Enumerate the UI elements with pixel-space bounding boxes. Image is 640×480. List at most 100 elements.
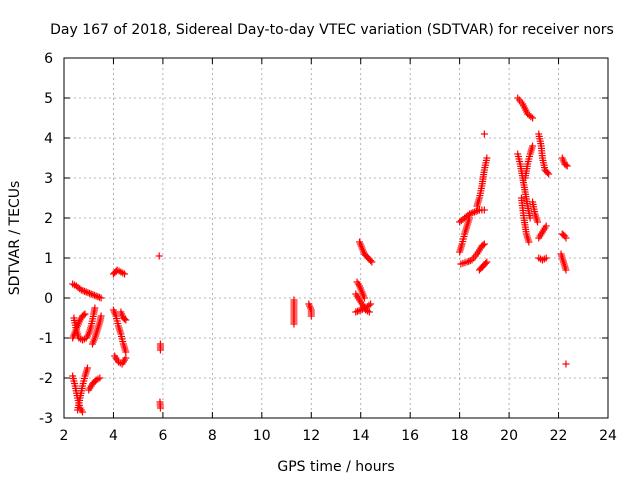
data-point — [83, 364, 91, 372]
data-points — [69, 94, 571, 416]
data-point — [360, 294, 368, 302]
data-point — [562, 161, 570, 169]
data-point — [121, 270, 129, 278]
data-point — [526, 214, 534, 222]
data-point — [307, 312, 315, 320]
data-point — [367, 257, 375, 265]
data-point — [84, 289, 92, 297]
plot-frame — [63, 57, 609, 419]
y-tick-label: 3 — [44, 171, 53, 187]
data-point — [463, 258, 471, 266]
x-tick-label: 22 — [550, 428, 568, 444]
y-tick-label: 0 — [44, 291, 53, 307]
data-point — [81, 287, 89, 295]
x-tick-label: 2 — [60, 428, 69, 444]
data-point — [483, 154, 491, 162]
x-tick-label: 16 — [401, 428, 419, 444]
x-tick-label: 12 — [302, 428, 320, 444]
data-point — [79, 287, 87, 295]
data-point — [156, 404, 164, 412]
data-point — [529, 114, 537, 122]
data-point — [545, 170, 553, 178]
y-tick-label: 2 — [44, 211, 53, 227]
data-point — [95, 293, 103, 301]
data-point — [367, 300, 375, 308]
x-tick-label: 4 — [109, 428, 118, 444]
data-point — [368, 258, 376, 266]
data-point — [527, 113, 535, 121]
data-point — [465, 257, 473, 265]
data-point — [86, 289, 94, 297]
x-tick-label: 18 — [451, 428, 469, 444]
data-point — [563, 162, 571, 170]
data-point — [467, 209, 475, 217]
data-point — [352, 308, 360, 316]
data-point — [290, 320, 298, 328]
data-point — [91, 304, 99, 312]
data-point — [469, 209, 477, 217]
data-point — [542, 254, 550, 262]
data-point — [479, 241, 487, 249]
data-point — [525, 238, 533, 246]
data-point — [365, 301, 373, 309]
y-tick-label: 1 — [44, 251, 53, 267]
data-point — [483, 258, 491, 266]
data-point — [80, 311, 88, 319]
data-point — [562, 234, 570, 242]
data-point — [529, 142, 537, 150]
data-point — [470, 208, 478, 216]
data-point — [472, 207, 480, 215]
data-point — [543, 169, 551, 177]
data-point — [365, 308, 373, 316]
x-tick-label: 6 — [158, 428, 167, 444]
data-point — [77, 286, 85, 294]
y-tick-label: 4 — [44, 131, 53, 147]
y-tick-label: 6 — [44, 51, 53, 67]
y-axis-label: SDTVAR / TECUs — [7, 181, 23, 296]
y-tick-label: -1 — [39, 331, 53, 347]
data-point — [79, 408, 87, 416]
y-tick-label: -2 — [39, 371, 53, 387]
data-point — [474, 207, 482, 215]
data-point — [121, 315, 129, 323]
y-tick-label: 5 — [44, 91, 53, 107]
data-point — [156, 346, 164, 354]
grid-layer — [64, 58, 608, 418]
data-point — [122, 348, 130, 356]
x-tick-label: 20 — [500, 428, 518, 444]
data-point — [81, 310, 89, 318]
data-point — [90, 291, 98, 299]
data-point — [122, 354, 130, 362]
x-tick-label: 24 — [599, 428, 617, 444]
data-point — [87, 290, 95, 298]
x-tick-label: 10 — [253, 428, 271, 444]
data-point — [480, 130, 488, 138]
x-tick-labels: 2 4 6 8 10 12 14 16 18 20 22 24 — [60, 428, 617, 444]
data-point — [96, 374, 104, 382]
y-tick-labels: -3 -2 -1 0 1 2 3 4 5 6 — [39, 51, 53, 427]
x-tick-label: 8 — [208, 428, 217, 444]
y-tick-label: -3 — [39, 411, 53, 427]
data-point — [89, 291, 97, 299]
x-tick-label: 14 — [352, 428, 370, 444]
data-point — [353, 307, 361, 315]
data-point — [466, 214, 474, 222]
data-point — [562, 266, 570, 274]
x-axis-label: GPS time / hours — [277, 459, 394, 475]
data-point — [534, 218, 542, 226]
data-point — [480, 206, 488, 214]
tick-layer — [63, 57, 609, 419]
data-point — [97, 312, 105, 320]
data-point — [94, 293, 102, 301]
data-point — [355, 307, 363, 315]
data-point — [155, 252, 163, 260]
data-point — [562, 360, 570, 368]
chart-title: Day 167 of 2018, Sidereal Day-to-day VTE… — [50, 22, 614, 38]
data-point — [482, 259, 490, 267]
data-point — [122, 316, 130, 324]
data-point — [542, 222, 550, 230]
data-point — [82, 288, 90, 296]
data-point — [92, 292, 100, 300]
data-point — [480, 240, 488, 248]
